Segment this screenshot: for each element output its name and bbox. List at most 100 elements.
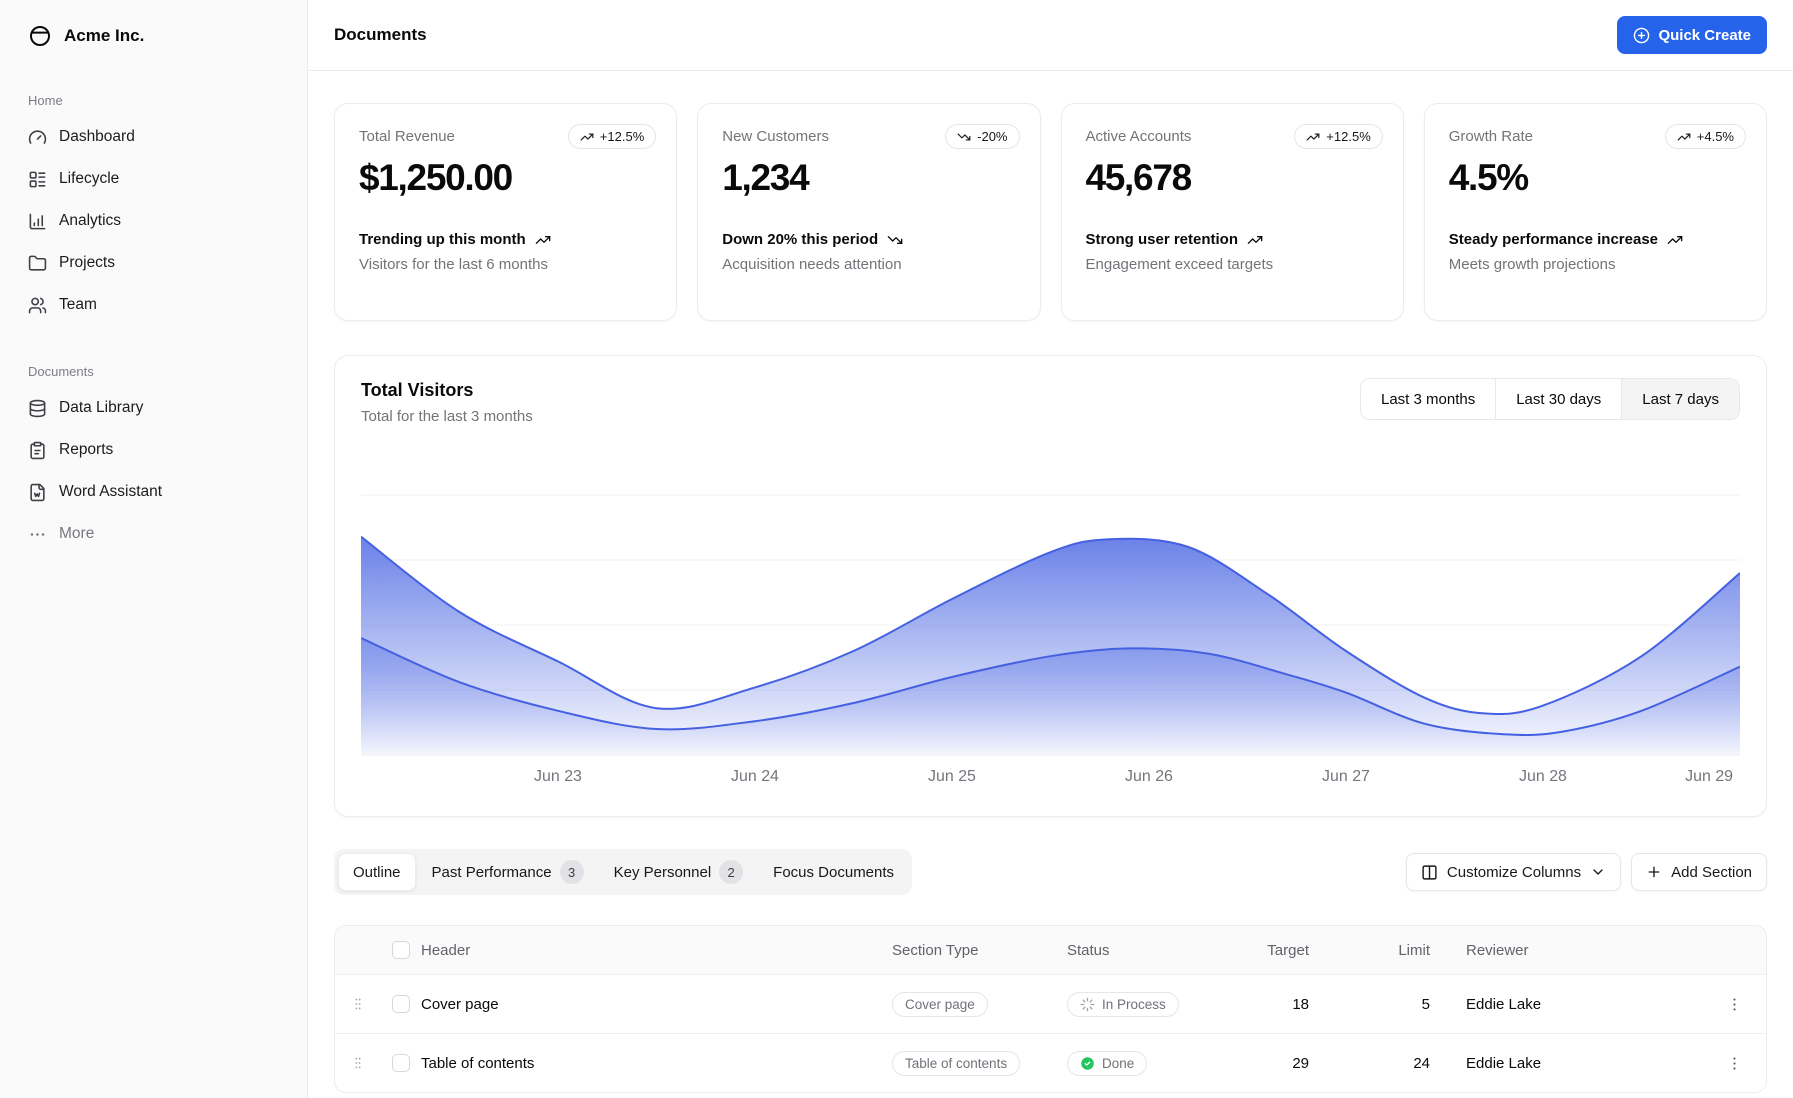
trending-up-icon <box>1667 232 1683 248</box>
sidebar-item-label: Reports <box>59 441 114 458</box>
stat-card-total-revenue: Total Revenue +12.5% $1,250.00 Trending … <box>334 103 678 321</box>
tab-outline[interactable]: Outline <box>338 853 416 891</box>
trend-badge: -20% <box>945 124 1020 149</box>
trending-up-icon <box>1247 232 1263 248</box>
trending-down-icon <box>957 130 971 144</box>
stat-value: 4.5% <box>1448 157 1529 198</box>
plus-icon <box>1646 864 1662 880</box>
area-series-lower <box>361 638 1740 755</box>
tab-count-badge: 3 <box>559 860 584 884</box>
trend-badge: +12.5% <box>567 124 657 149</box>
add-section-button[interactable]: Add Section <box>1631 853 1767 891</box>
columns-icon <box>1421 864 1438 881</box>
column-header: Status <box>1067 941 1110 959</box>
stat-footer-title: Trending up this month <box>359 231 652 248</box>
tab-past-performance[interactable]: Past Performance 3 <box>418 853 598 891</box>
sidebar-item-label: Analytics <box>59 212 122 229</box>
stat-footer-subtitle: Acquisition needs attention <box>722 256 902 273</box>
trend-badge-value: +12.5% <box>599 129 645 144</box>
gauge-icon <box>28 128 47 147</box>
sidebar-item-label: Lifecycle <box>59 170 120 187</box>
tab-focus-documents[interactable]: Focus Documents <box>773 863 895 881</box>
stat-card-growth-rate: Growth Rate +4.5% 4.5% Steady performanc… <box>1423 103 1767 321</box>
stat-value: $1,250.00 <box>359 157 513 198</box>
row-checkbox[interactable] <box>392 995 410 1013</box>
chevron-down-icon <box>1590 864 1606 880</box>
table-row: Cover page Cover page In Process 18 5 Ed… <box>335 974 1766 1033</box>
sidebar-item-label: Team <box>59 296 97 313</box>
row-menu-icon[interactable] <box>1702 996 1766 1013</box>
trend-badge-value: +12.5% <box>1326 129 1371 144</box>
sidebar-item-label: Dashboard <box>59 128 135 145</box>
circle-plus-icon <box>1633 27 1650 44</box>
trending-up-icon <box>1306 130 1320 144</box>
range-last-7-days[interactable]: Last 7 days <box>1621 379 1739 419</box>
row-menu-icon[interactable] <box>1702 1055 1766 1072</box>
drag-handle-icon[interactable] <box>335 1055 381 1071</box>
trending-up-icon <box>535 232 551 248</box>
sidebar-item-dashboard[interactable]: Dashboard <box>16 116 291 158</box>
section-type-badge: Table of contents <box>892 1050 1021 1076</box>
stat-label: Total Revenue <box>359 128 455 145</box>
sidebar-item-team[interactable]: Team <box>16 284 291 326</box>
column-header: Reviewer <box>1466 941 1529 959</box>
range-last-30-days[interactable]: Last 30 days <box>1495 379 1622 419</box>
range-last-3-months[interactable]: Last 3 months <box>1361 379 1496 419</box>
sidebar-item-projects[interactable]: Projects <box>16 242 291 284</box>
ellipsis-icon <box>28 525 47 544</box>
svg-text:Jun 25: Jun 25 <box>928 768 976 785</box>
clipboard-icon <box>28 441 47 460</box>
brand-logo-icon <box>28 24 52 48</box>
column-header: Target <box>1267 941 1309 959</box>
row-checkbox[interactable] <box>392 1054 410 1072</box>
layout-list-icon <box>28 170 47 189</box>
tabs-row: Outline Past Performance 3 Key Personnel… <box>334 849 1767 895</box>
row-header-cell: Cover page <box>421 995 499 1013</box>
brand-name: Acme Inc. <box>64 25 145 45</box>
stat-value: 1,234 <box>722 157 809 198</box>
sidebar-item-more[interactable]: More <box>16 513 291 555</box>
trend-badge: +12.5% <box>1294 124 1383 149</box>
trending-up-icon <box>1677 130 1691 144</box>
visitors-area-chart: Jun 23 Jun 24 Jun 25 Jun 26 Jun 27 Jun 28 Jun … <box>361 473 1740 793</box>
sidebar-item-analytics[interactable]: Analytics <box>16 200 291 242</box>
sidebar-item-word-assistant[interactable]: Word Assistant <box>16 471 291 513</box>
table-header-row: Header Section Type Status Target Limit … <box>335 926 1766 974</box>
brand[interactable]: Acme Inc. <box>0 0 307 71</box>
quick-create-button[interactable]: Quick Create <box>1617 16 1767 54</box>
time-range-toggle: Last 3 months Last 30 days Last 7 days <box>1360 378 1740 420</box>
sidebar-item-reports[interactable]: Reports <box>16 429 291 471</box>
select-all-checkbox[interactable] <box>392 941 410 959</box>
content: Total Revenue +12.5% $1,250.00 Trending … <box>308 71 1793 1098</box>
stat-card-active-accounts: Active Accounts +12.5% 45,678 Strong use… <box>1060 103 1404 321</box>
reviewer-cell: Eddie Lake <box>1466 995 1542 1013</box>
sidebar-item-lifecycle[interactable]: Lifecycle <box>16 158 291 200</box>
stat-footer-title: Strong user retention <box>1086 231 1379 248</box>
tab-key-personnel[interactable]: Key Personnel 2 <box>600 853 758 891</box>
drag-handle-icon[interactable] <box>335 996 381 1012</box>
svg-text:Jun 24: Jun 24 <box>731 768 779 785</box>
svg-text:Jun 26: Jun 26 <box>1125 768 1173 785</box>
svg-text:Jun 23: Jun 23 <box>534 768 582 785</box>
stat-label: Growth Rate <box>1448 128 1533 145</box>
table-toolbar: Customize Columns Add Section <box>1405 853 1767 891</box>
sidebar-nav: Home Dashboard Lifecycle Analytics Proje… <box>0 71 307 565</box>
status-badge: Done <box>1067 1050 1148 1076</box>
chart-subtitle: Total for the last 3 months <box>361 408 533 425</box>
sidebar-item-data-library[interactable]: Data Library <box>16 387 291 429</box>
customize-columns-button[interactable]: Customize Columns <box>1405 853 1622 891</box>
sidebar-item-label: More <box>59 525 95 542</box>
stat-value: 45,678 <box>1085 157 1193 198</box>
tab-list: Outline Past Performance 3 Key Personnel… <box>334 849 913 895</box>
stat-footer-title: Down 20% this period <box>722 231 1015 248</box>
stat-label: New Customers <box>722 128 829 145</box>
trend-badge: +4.5% <box>1664 124 1746 149</box>
stat-cards: Total Revenue +12.5% $1,250.00 Trending … <box>334 103 1767 321</box>
stat-footer-subtitle: Engagement exceed targets <box>1085 256 1274 273</box>
loader-icon <box>1080 997 1095 1012</box>
trending-up-icon <box>580 130 594 144</box>
status-badge: In Process <box>1067 991 1179 1017</box>
area-series-upper <box>361 536 1740 755</box>
stat-card-new-customers: New Customers -20% 1,234 Down 20% this p… <box>697 103 1041 321</box>
stat-footer-subtitle: Meets growth projections <box>1448 256 1616 273</box>
